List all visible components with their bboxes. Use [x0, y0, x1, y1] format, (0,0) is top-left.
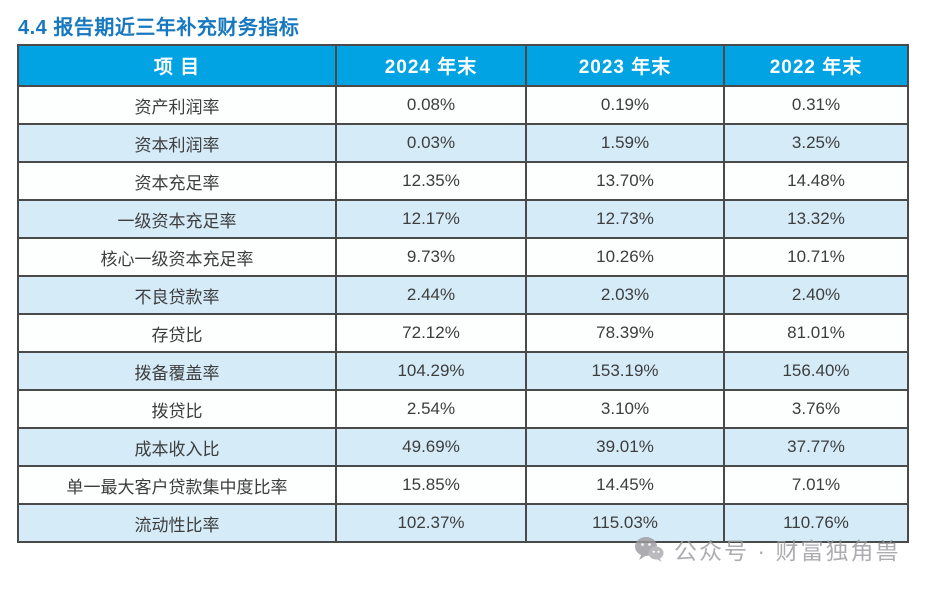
row-label: 成本收入比	[17, 427, 337, 467]
table-row: 资本充足率 12.35% 13.70% 14.48%	[17, 161, 909, 201]
financial-indicators-table: 项 目 2024 年末 2023 年末 2022 年末 资产利润率 0.08% …	[17, 44, 909, 543]
column-header-2024: 2024 年末	[335, 44, 527, 87]
cell-value: 0.03%	[335, 123, 527, 163]
row-label: 核心一级资本充足率	[17, 237, 337, 277]
cell-value: 72.12%	[335, 313, 527, 353]
cell-value: 13.70%	[525, 161, 725, 201]
table-row: 不良贷款率 2.44% 2.03% 2.40%	[17, 275, 909, 315]
cell-value: 10.71%	[723, 237, 909, 277]
cell-value: 115.03%	[525, 503, 725, 543]
row-label: 存贷比	[17, 313, 337, 353]
cell-value: 12.73%	[525, 199, 725, 239]
cell-value: 3.76%	[723, 389, 909, 429]
cell-value: 0.08%	[335, 85, 527, 125]
cell-value: 9.73%	[335, 237, 527, 277]
cell-value: 49.69%	[335, 427, 527, 467]
table-row: 资本利润率 0.03% 1.59% 3.25%	[17, 123, 909, 163]
row-label: 一级资本充足率	[17, 199, 337, 239]
row-label: 不良贷款率	[17, 275, 337, 315]
row-label: 资产利润率	[17, 85, 337, 125]
table-row: 拨备覆盖率 104.29% 153.19% 156.40%	[17, 351, 909, 391]
row-label: 资本利润率	[17, 123, 337, 163]
page-title: 4.4 报告期近三年补充财务指标	[18, 17, 300, 39]
cell-value: 156.40%	[723, 351, 909, 391]
cell-value: 110.76%	[723, 503, 909, 543]
cell-value: 102.37%	[335, 503, 527, 543]
cell-value: 2.44%	[335, 275, 527, 315]
cell-value: 10.26%	[525, 237, 725, 277]
table-header-row: 项 目 2024 年末 2023 年末 2022 年末	[17, 44, 909, 87]
cell-value: 13.32%	[723, 199, 909, 239]
cell-value: 7.01%	[723, 465, 909, 505]
cell-value: 78.39%	[525, 313, 725, 353]
cell-value: 81.01%	[723, 313, 909, 353]
table-row: 一级资本充足率 12.17% 12.73% 13.32%	[17, 199, 909, 239]
row-label: 拨备覆盖率	[17, 351, 337, 391]
cell-value: 0.19%	[525, 85, 725, 125]
row-label: 流动性比率	[17, 503, 337, 543]
table-row: 单一最大客户贷款集中度比率 15.85% 14.45% 7.01%	[17, 465, 909, 505]
column-header-2023: 2023 年末	[525, 44, 725, 87]
table-row: 流动性比率 102.37% 115.03% 110.76%	[17, 503, 909, 543]
cell-value: 153.19%	[525, 351, 725, 391]
row-label: 资本充足率	[17, 161, 337, 201]
cell-value: 0.31%	[723, 85, 909, 125]
cell-value: 39.01%	[525, 427, 725, 467]
table-row: 存贷比 72.12% 78.39% 81.01%	[17, 313, 909, 353]
cell-value: 37.77%	[723, 427, 909, 467]
table-row: 资产利润率 0.08% 0.19% 0.31%	[17, 85, 909, 125]
cell-value: 12.17%	[335, 199, 527, 239]
row-label: 单一最大客户贷款集中度比率	[17, 465, 337, 505]
cell-value: 1.59%	[525, 123, 725, 163]
cell-value: 12.35%	[335, 161, 527, 201]
cell-value: 15.85%	[335, 465, 527, 505]
table-row: 成本收入比 49.69% 39.01% 37.77%	[17, 427, 909, 467]
column-header-2022: 2022 年末	[723, 44, 909, 87]
cell-value: 3.10%	[525, 389, 725, 429]
table-row: 核心一级资本充足率 9.73% 10.26% 10.71%	[17, 237, 909, 277]
cell-value: 2.54%	[335, 389, 527, 429]
cell-value: 104.29%	[335, 351, 527, 391]
cell-value: 14.48%	[723, 161, 909, 201]
cell-value: 3.25%	[723, 123, 909, 163]
cell-value: 2.40%	[723, 275, 909, 315]
column-header-item: 项 目	[17, 44, 337, 87]
cell-value: 14.45%	[525, 465, 725, 505]
cell-value: 2.03%	[525, 275, 725, 315]
table-row: 拨贷比 2.54% 3.10% 3.76%	[17, 389, 909, 429]
row-label: 拨贷比	[17, 389, 337, 429]
